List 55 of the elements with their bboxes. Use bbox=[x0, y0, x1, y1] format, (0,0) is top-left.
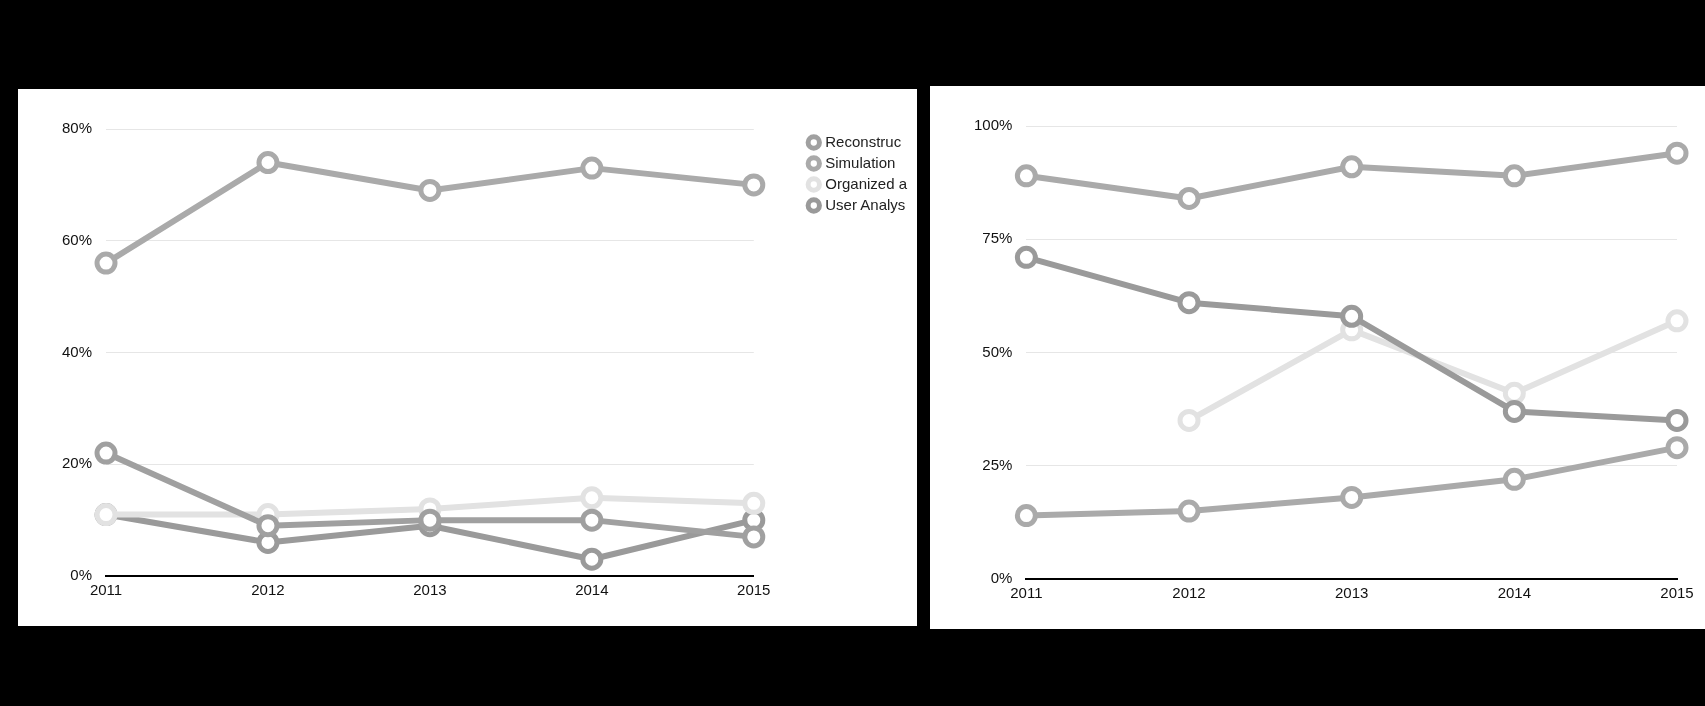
point bbox=[1665, 436, 1689, 460]
point bbox=[94, 251, 118, 275]
x-tick-label: 2015 bbox=[1660, 584, 1694, 602]
y-tick-label: 50% bbox=[982, 342, 1013, 360]
point bbox=[580, 156, 604, 180]
point bbox=[256, 151, 280, 175]
x-tick-label: 2013 bbox=[1334, 584, 1369, 602]
y-tick-label: 0% bbox=[70, 566, 93, 584]
x-tick-label: 2014 bbox=[575, 581, 609, 599]
point bbox=[1665, 309, 1689, 333]
point bbox=[94, 441, 118, 465]
point bbox=[1340, 155, 1364, 179]
x-tick-label: 2014 bbox=[1497, 584, 1532, 602]
point bbox=[742, 491, 766, 515]
point bbox=[742, 173, 766, 197]
point bbox=[580, 547, 604, 571]
legend-label: Organized a bbox=[825, 174, 908, 192]
point bbox=[1177, 499, 1201, 523]
point bbox=[1665, 408, 1689, 432]
point bbox=[418, 178, 442, 202]
point bbox=[1502, 467, 1526, 491]
legend-label: Simulation bbox=[825, 153, 896, 171]
point bbox=[1665, 141, 1689, 165]
point bbox=[742, 525, 766, 549]
point bbox=[580, 508, 604, 532]
point bbox=[418, 508, 442, 532]
y-tick-label: 80% bbox=[61, 119, 93, 137]
point bbox=[1177, 408, 1201, 432]
point bbox=[1177, 291, 1201, 315]
x-tick-label: 2012 bbox=[1172, 584, 1206, 602]
point bbox=[1502, 399, 1526, 423]
y-tick-label: 25% bbox=[982, 455, 1013, 473]
legend-label: Reconstruc bbox=[825, 132, 902, 150]
y-tick-label: 100% bbox=[973, 116, 1013, 134]
point bbox=[1014, 245, 1038, 269]
x-tick-label: 2012 bbox=[251, 581, 285, 599]
point bbox=[1014, 504, 1038, 528]
y-tick-label: 40% bbox=[61, 342, 93, 360]
y-tick-label: 0% bbox=[990, 569, 1013, 587]
point bbox=[1177, 186, 1201, 210]
y-tick-label: 60% bbox=[61, 230, 93, 248]
x-tick-label: 2011 bbox=[89, 581, 123, 599]
point bbox=[1340, 485, 1364, 509]
point bbox=[256, 514, 280, 538]
x-tick-label: 2011 bbox=[1010, 584, 1043, 602]
point bbox=[1502, 381, 1526, 405]
legend-label: User Analys bbox=[825, 195, 906, 213]
y-tick-label: 75% bbox=[982, 229, 1013, 247]
point bbox=[1340, 304, 1364, 328]
x-tick-label: 2013 bbox=[413, 581, 447, 599]
point bbox=[580, 486, 604, 510]
x-tick-label: 2015 bbox=[737, 581, 771, 599]
y-tick-label: 20% bbox=[61, 454, 93, 472]
point bbox=[1014, 164, 1038, 188]
point bbox=[1502, 164, 1526, 188]
